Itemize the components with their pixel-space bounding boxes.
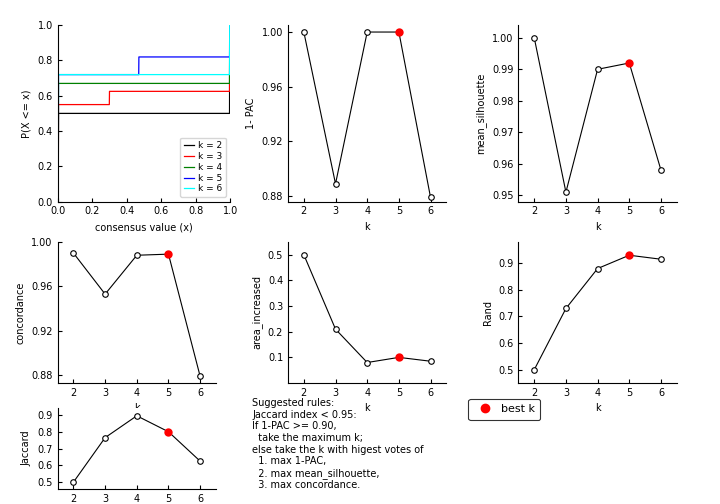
k = 3: [191, 88, 199, 94]
k = 6: [188, 72, 197, 78]
k = 5: [71, 72, 80, 78]
k = 3: [172, 88, 181, 94]
k = 2: [225, 22, 234, 28]
Y-axis label: Rand: Rand: [482, 300, 492, 325]
k = 2: [188, 110, 197, 116]
Line: k = 4: k = 4: [58, 25, 230, 202]
Legend: best k: best k: [469, 399, 540, 420]
Line: k = 2: k = 2: [58, 25, 230, 202]
k = 2: [53, 199, 62, 205]
k = 5: [188, 54, 197, 60]
k = 4: [172, 81, 181, 87]
k = 4: [225, 22, 234, 28]
k = 2: [172, 110, 181, 116]
k = 4: [71, 81, 80, 87]
X-axis label: k: k: [134, 404, 140, 413]
k = 5: [225, 22, 234, 28]
Y-axis label: mean_silhouette: mean_silhouette: [476, 73, 487, 154]
X-axis label: k: k: [595, 222, 600, 232]
Y-axis label: concordance: concordance: [16, 281, 26, 344]
k = 3: [226, 22, 235, 28]
k = 6: [191, 72, 199, 78]
k = 5: [123, 72, 132, 78]
Y-axis label: P(X <= x): P(X <= x): [22, 89, 32, 138]
X-axis label: k: k: [364, 222, 370, 232]
k = 2: [226, 22, 235, 28]
k = 2: [123, 110, 132, 116]
Legend: k = 2, k = 3, k = 4, k = 5, k = 6: k = 2, k = 3, k = 4, k = 5, k = 6: [180, 138, 226, 197]
k = 2: [71, 110, 80, 116]
k = 3: [123, 88, 132, 94]
k = 2: [191, 110, 199, 116]
k = 3: [53, 199, 62, 205]
k = 2: [130, 110, 138, 116]
k = 6: [172, 72, 181, 78]
k = 5: [130, 72, 138, 78]
k = 5: [226, 22, 235, 28]
Y-axis label: area_increased: area_increased: [251, 276, 262, 349]
k = 5: [53, 199, 62, 205]
k = 3: [130, 88, 138, 94]
X-axis label: consensus value (x): consensus value (x): [95, 222, 193, 232]
k = 5: [191, 54, 199, 60]
k = 6: [130, 72, 138, 78]
k = 6: [226, 22, 235, 28]
k = 4: [191, 81, 199, 87]
k = 3: [225, 22, 234, 28]
k = 4: [123, 81, 132, 87]
Line: k = 5: k = 5: [58, 25, 230, 202]
X-axis label: k: k: [364, 404, 370, 413]
X-axis label: k: k: [595, 404, 600, 413]
k = 4: [226, 22, 235, 28]
k = 6: [53, 199, 62, 205]
Y-axis label: 1- PAC: 1- PAC: [246, 98, 256, 129]
k = 6: [71, 72, 80, 78]
k = 3: [188, 88, 197, 94]
k = 4: [130, 81, 138, 87]
Y-axis label: Jaccard: Jaccard: [22, 431, 32, 466]
k = 3: [71, 102, 80, 108]
k = 6: [123, 72, 132, 78]
k = 6: [225, 22, 234, 28]
Text: Suggested rules:
Jaccard index < 0.95:
If 1-PAC >= 0.90,
  take the maximum k;
e: Suggested rules: Jaccard index < 0.95: I…: [252, 398, 423, 490]
Line: k = 3: k = 3: [58, 25, 230, 202]
Line: k = 6: k = 6: [58, 25, 230, 202]
k = 5: [172, 54, 181, 60]
k = 4: [188, 81, 197, 87]
k = 4: [53, 199, 62, 205]
